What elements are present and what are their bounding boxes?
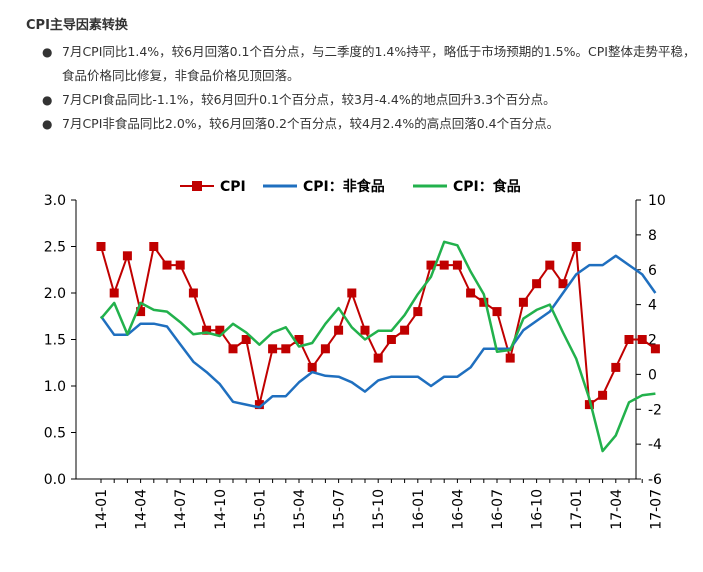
data-point	[386, 335, 396, 344]
data-point	[373, 353, 383, 363]
data-point	[611, 362, 621, 372]
bullet-item: ● 7月CPI同比1.4%，较6月回落0.1个百分点，与二季度的1.4%持平，略低…	[40, 40, 700, 88]
x-axis-tick-label: 14-07	[173, 489, 189, 530]
series-line	[100, 240, 656, 453]
data-point	[505, 353, 515, 363]
data-point	[452, 260, 462, 270]
data-point	[426, 260, 436, 270]
data-point	[281, 344, 291, 354]
data-point	[241, 335, 251, 344]
data-point	[320, 344, 330, 354]
legend-label: CPI：非食品	[303, 178, 385, 195]
data-point	[518, 297, 528, 307]
data-point	[492, 307, 502, 317]
x-axis-tick-label: 15-10	[371, 489, 387, 530]
legend-label: CPI：食品	[453, 178, 521, 195]
data-point	[571, 242, 581, 251]
left-axis-tick-label: 2.5	[44, 240, 66, 256]
left-axis-tick-label: 0.0	[44, 472, 66, 488]
x-axis-tick-label: 16-07	[490, 489, 506, 530]
data-point	[254, 400, 264, 410]
left-axis-tick-label: 1.0	[44, 379, 66, 395]
x-axis-tick-label: 15-04	[292, 489, 308, 530]
legend-label: CPI	[220, 179, 246, 195]
right-axis-tick-label: 6	[648, 263, 657, 279]
bullet-text: 7月CPI同比1.4%，较6月回落0.1个百分点，与二季度的1.4%持平，略低于…	[62, 44, 696, 83]
data-point	[307, 362, 317, 372]
bullet-dot-icon: ●	[42, 117, 53, 131]
data-point	[637, 335, 647, 344]
data-point	[598, 390, 608, 400]
left-axis-tick-label: 3.0	[44, 193, 66, 209]
data-point	[228, 344, 238, 354]
x-axis-tick-label: 14-04	[134, 489, 150, 530]
left-axis-tick-label: 1.5	[44, 333, 66, 349]
data-point	[215, 325, 225, 335]
data-point	[175, 260, 185, 270]
right-axis-tick-label: -2	[648, 402, 662, 418]
x-axis-tick-label: 17-01	[569, 489, 585, 530]
bullet-dot-icon: ●	[42, 45, 53, 59]
right-axis-tick-label: 2	[648, 333, 657, 349]
summary-bullet-list: ● 7月CPI同比1.4%，较6月回落0.1个百分点，与二季度的1.4%持平，略低…	[40, 40, 700, 136]
left-axis-tick-label: 0.5	[44, 426, 66, 442]
x-axis-tick-label: 14-10	[213, 489, 229, 530]
data-point	[96, 242, 106, 251]
bullet-text: 7月CPI非食品同比2.0%，较6月回落0.2个百分点，较4月2.4%的高点回落…	[62, 116, 560, 131]
data-point	[334, 325, 344, 335]
data-point	[466, 288, 476, 298]
x-axis-tick-label: 14-01	[94, 489, 110, 530]
data-point	[294, 335, 304, 344]
data-point	[479, 297, 489, 307]
data-point	[360, 325, 370, 335]
data-point	[413, 307, 423, 317]
data-point	[202, 325, 212, 335]
left-axis-tick-label: 2.0	[44, 286, 66, 302]
legend-marker	[192, 181, 202, 191]
bullet-item: ● 7月CPI非食品同比2.0%，较6月回落0.2个百分点，较4月2.4%的高点回…	[40, 112, 700, 136]
right-axis-tick-label: 0	[648, 367, 657, 383]
data-point	[136, 307, 146, 317]
data-point	[149, 242, 159, 251]
data-point	[400, 325, 410, 335]
section-title: CPI主导因素转换	[26, 18, 128, 33]
data-point	[545, 260, 555, 270]
right-axis-tick-label: -4	[648, 437, 662, 453]
data-point	[109, 288, 119, 298]
data-point	[268, 344, 278, 354]
cpi-line-chart: 0.00.51.01.52.02.53.0-6-4-2024681014-011…	[44, 178, 666, 530]
x-axis-tick-label: 17-04	[609, 489, 625, 530]
right-axis-tick-label: 8	[648, 228, 657, 244]
series-line	[99, 254, 657, 409]
bullet-dot-icon: ●	[42, 93, 53, 107]
data-point	[650, 344, 660, 354]
data-point	[584, 400, 594, 410]
x-axis-tick-label: 16-10	[530, 489, 546, 530]
data-point	[558, 279, 568, 289]
data-point	[347, 288, 357, 298]
x-axis-tick-label: 15-01	[252, 489, 268, 530]
x-axis-tick-label: 16-01	[411, 489, 427, 530]
x-axis-tick-label: 17-07	[648, 489, 664, 530]
x-axis-tick-label: 15-07	[332, 489, 348, 530]
data-point	[188, 288, 198, 298]
right-axis-tick-label: 4	[648, 298, 657, 314]
bullet-text: 7月CPI食品同比-1.1%，较6月回升0.1个百分点，较3月-4.4%的地点回…	[62, 92, 556, 107]
data-point	[439, 260, 449, 270]
bullet-item: ● 7月CPI食品同比-1.1%，较6月回升0.1个百分点，较3月-4.4%的地点…	[40, 88, 700, 112]
x-axis-tick-label: 16-04	[450, 489, 466, 530]
data-point	[532, 279, 542, 289]
data-point	[122, 251, 132, 261]
data-point	[162, 260, 172, 270]
right-axis-tick-label: 10	[648, 193, 666, 209]
data-point	[624, 335, 634, 344]
